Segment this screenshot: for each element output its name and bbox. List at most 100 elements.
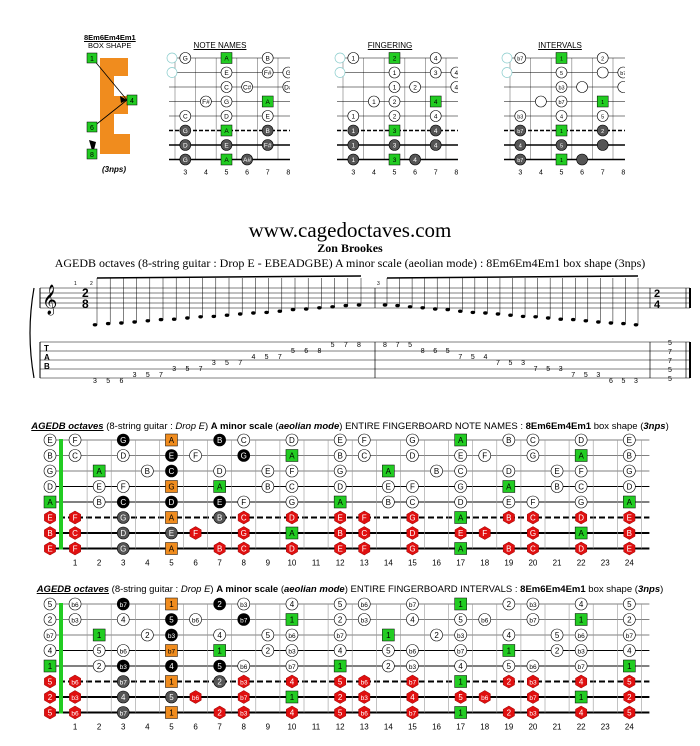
scale-note: E [623, 433, 636, 447]
scale-note: G [237, 449, 251, 462]
svg-text:4: 4 [458, 662, 463, 671]
svg-text:A: A [169, 513, 175, 522]
tab-fret-number: 7 [458, 354, 462, 361]
svg-text:A#: A# [243, 157, 251, 164]
svg-text:G: G [183, 128, 188, 135]
svg-text:F: F [193, 529, 198, 538]
scale-note: 2 [43, 613, 57, 626]
tab-fret-number: 5 [509, 360, 513, 367]
scale-note: 3 [388, 139, 401, 151]
scale-note: D [286, 510, 298, 525]
site-url[interactable]: www.cagedoctaves.com [248, 218, 452, 242]
scale-note: E [220, 139, 233, 151]
svg-text:B: B [337, 529, 342, 538]
scale-note: G [406, 510, 419, 525]
svg-text:b7: b7 [240, 617, 248, 624]
svg-text:4: 4 [434, 56, 438, 63]
scale-note: F [285, 464, 299, 478]
scale-note: 4 [409, 153, 421, 166]
root-note: 1 [285, 613, 299, 626]
svg-text:G: G [241, 451, 247, 460]
scale-note: G [333, 464, 347, 478]
scale-note: C# [241, 81, 253, 93]
scale-note: E [43, 433, 57, 447]
scale-note: 5 [550, 628, 564, 642]
tab-fret-number: 8 [383, 342, 387, 349]
scale-note: 1 [555, 124, 568, 137]
svg-text:b6: b6 [409, 648, 417, 655]
fret-number: 5 [393, 170, 397, 176]
svg-text:G: G [289, 498, 295, 507]
svg-text:A: A [458, 436, 464, 445]
scale-note: 2 [213, 675, 226, 688]
svg-text:E: E [47, 513, 52, 522]
svg-text:B: B [266, 128, 270, 135]
scale-note: E [44, 510, 56, 525]
scale-note: b6 [69, 674, 81, 689]
note-head [119, 321, 124, 325]
root-note: 1 [574, 613, 588, 626]
svg-text:C: C [183, 114, 188, 121]
scale-note: B [623, 449, 636, 462]
svg-text:4: 4 [579, 708, 584, 717]
svg-text:G: G [530, 451, 536, 460]
scale-note: 2 [596, 52, 609, 64]
svg-text:1: 1 [169, 600, 174, 609]
svg-text:G: G [409, 513, 415, 522]
scale-note: b7 [116, 675, 130, 688]
svg-text:4: 4 [169, 662, 174, 671]
scale-note: 5 [44, 705, 56, 720]
fret-number: 7 [434, 170, 438, 176]
fretboard-note-names: 1 2 3 4 5 6 7 8 9 10 11 12 13 14 15 16 17 18 19 20 21 22 23 24E… [43, 433, 650, 568]
svg-text:B: B [96, 498, 101, 507]
scale-note: 4 [286, 705, 298, 720]
svg-text:5: 5 [48, 708, 53, 717]
svg-text:E: E [337, 544, 342, 553]
svg-text:E: E [265, 467, 270, 476]
root-note: 1 [165, 597, 178, 611]
svg-text:B: B [47, 451, 52, 460]
root-note: 1 [574, 690, 588, 704]
scale-note: G [574, 495, 588, 509]
svg-text:1: 1 [560, 158, 563, 164]
root-note: 1 [43, 659, 57, 673]
root-note: 1 [92, 628, 106, 642]
fret-number: 12 [336, 723, 345, 732]
fret-number: 15 [408, 723, 417, 732]
note-head [633, 323, 639, 327]
svg-text:1: 1 [351, 56, 355, 63]
fret-number: 11 [312, 559, 321, 568]
svg-text:E: E [386, 482, 391, 491]
scale-note: b3 [358, 690, 371, 704]
scale-note: F# [261, 66, 274, 79]
fret-number: 5 [560, 170, 564, 176]
scale-note: b3 [574, 644, 588, 657]
fret-number: 1 [73, 559, 78, 568]
svg-text:F: F [121, 482, 126, 491]
root-note: A [574, 449, 588, 462]
scale-note: b7 [623, 628, 636, 642]
svg-text:2: 2 [601, 129, 604, 135]
svg-text:2: 2 [393, 56, 397, 63]
svg-text:C: C [361, 451, 367, 460]
scale-note: D [285, 433, 299, 447]
svg-text:A: A [266, 99, 271, 106]
scale-note: C [68, 449, 82, 462]
scale-note: b7 [333, 628, 347, 642]
tab-fret-number: 8 [317, 348, 321, 355]
svg-text:D: D [578, 436, 584, 445]
svg-text:3: 3 [393, 128, 397, 135]
svg-text:1: 1 [48, 662, 53, 671]
fret-number: 9 [266, 723, 271, 732]
svg-text:B: B [217, 513, 222, 522]
root-note: 1 [454, 706, 467, 719]
note-head [458, 309, 463, 313]
fret-number: 5 [169, 559, 174, 568]
scale-note: F [237, 495, 251, 509]
note-head [211, 314, 217, 319]
svg-text:C: C [289, 482, 295, 491]
scale-note: 2 [430, 628, 443, 642]
scale-note: E [261, 464, 275, 478]
scale-note: 2 [388, 95, 401, 108]
note-head [432, 307, 438, 311]
